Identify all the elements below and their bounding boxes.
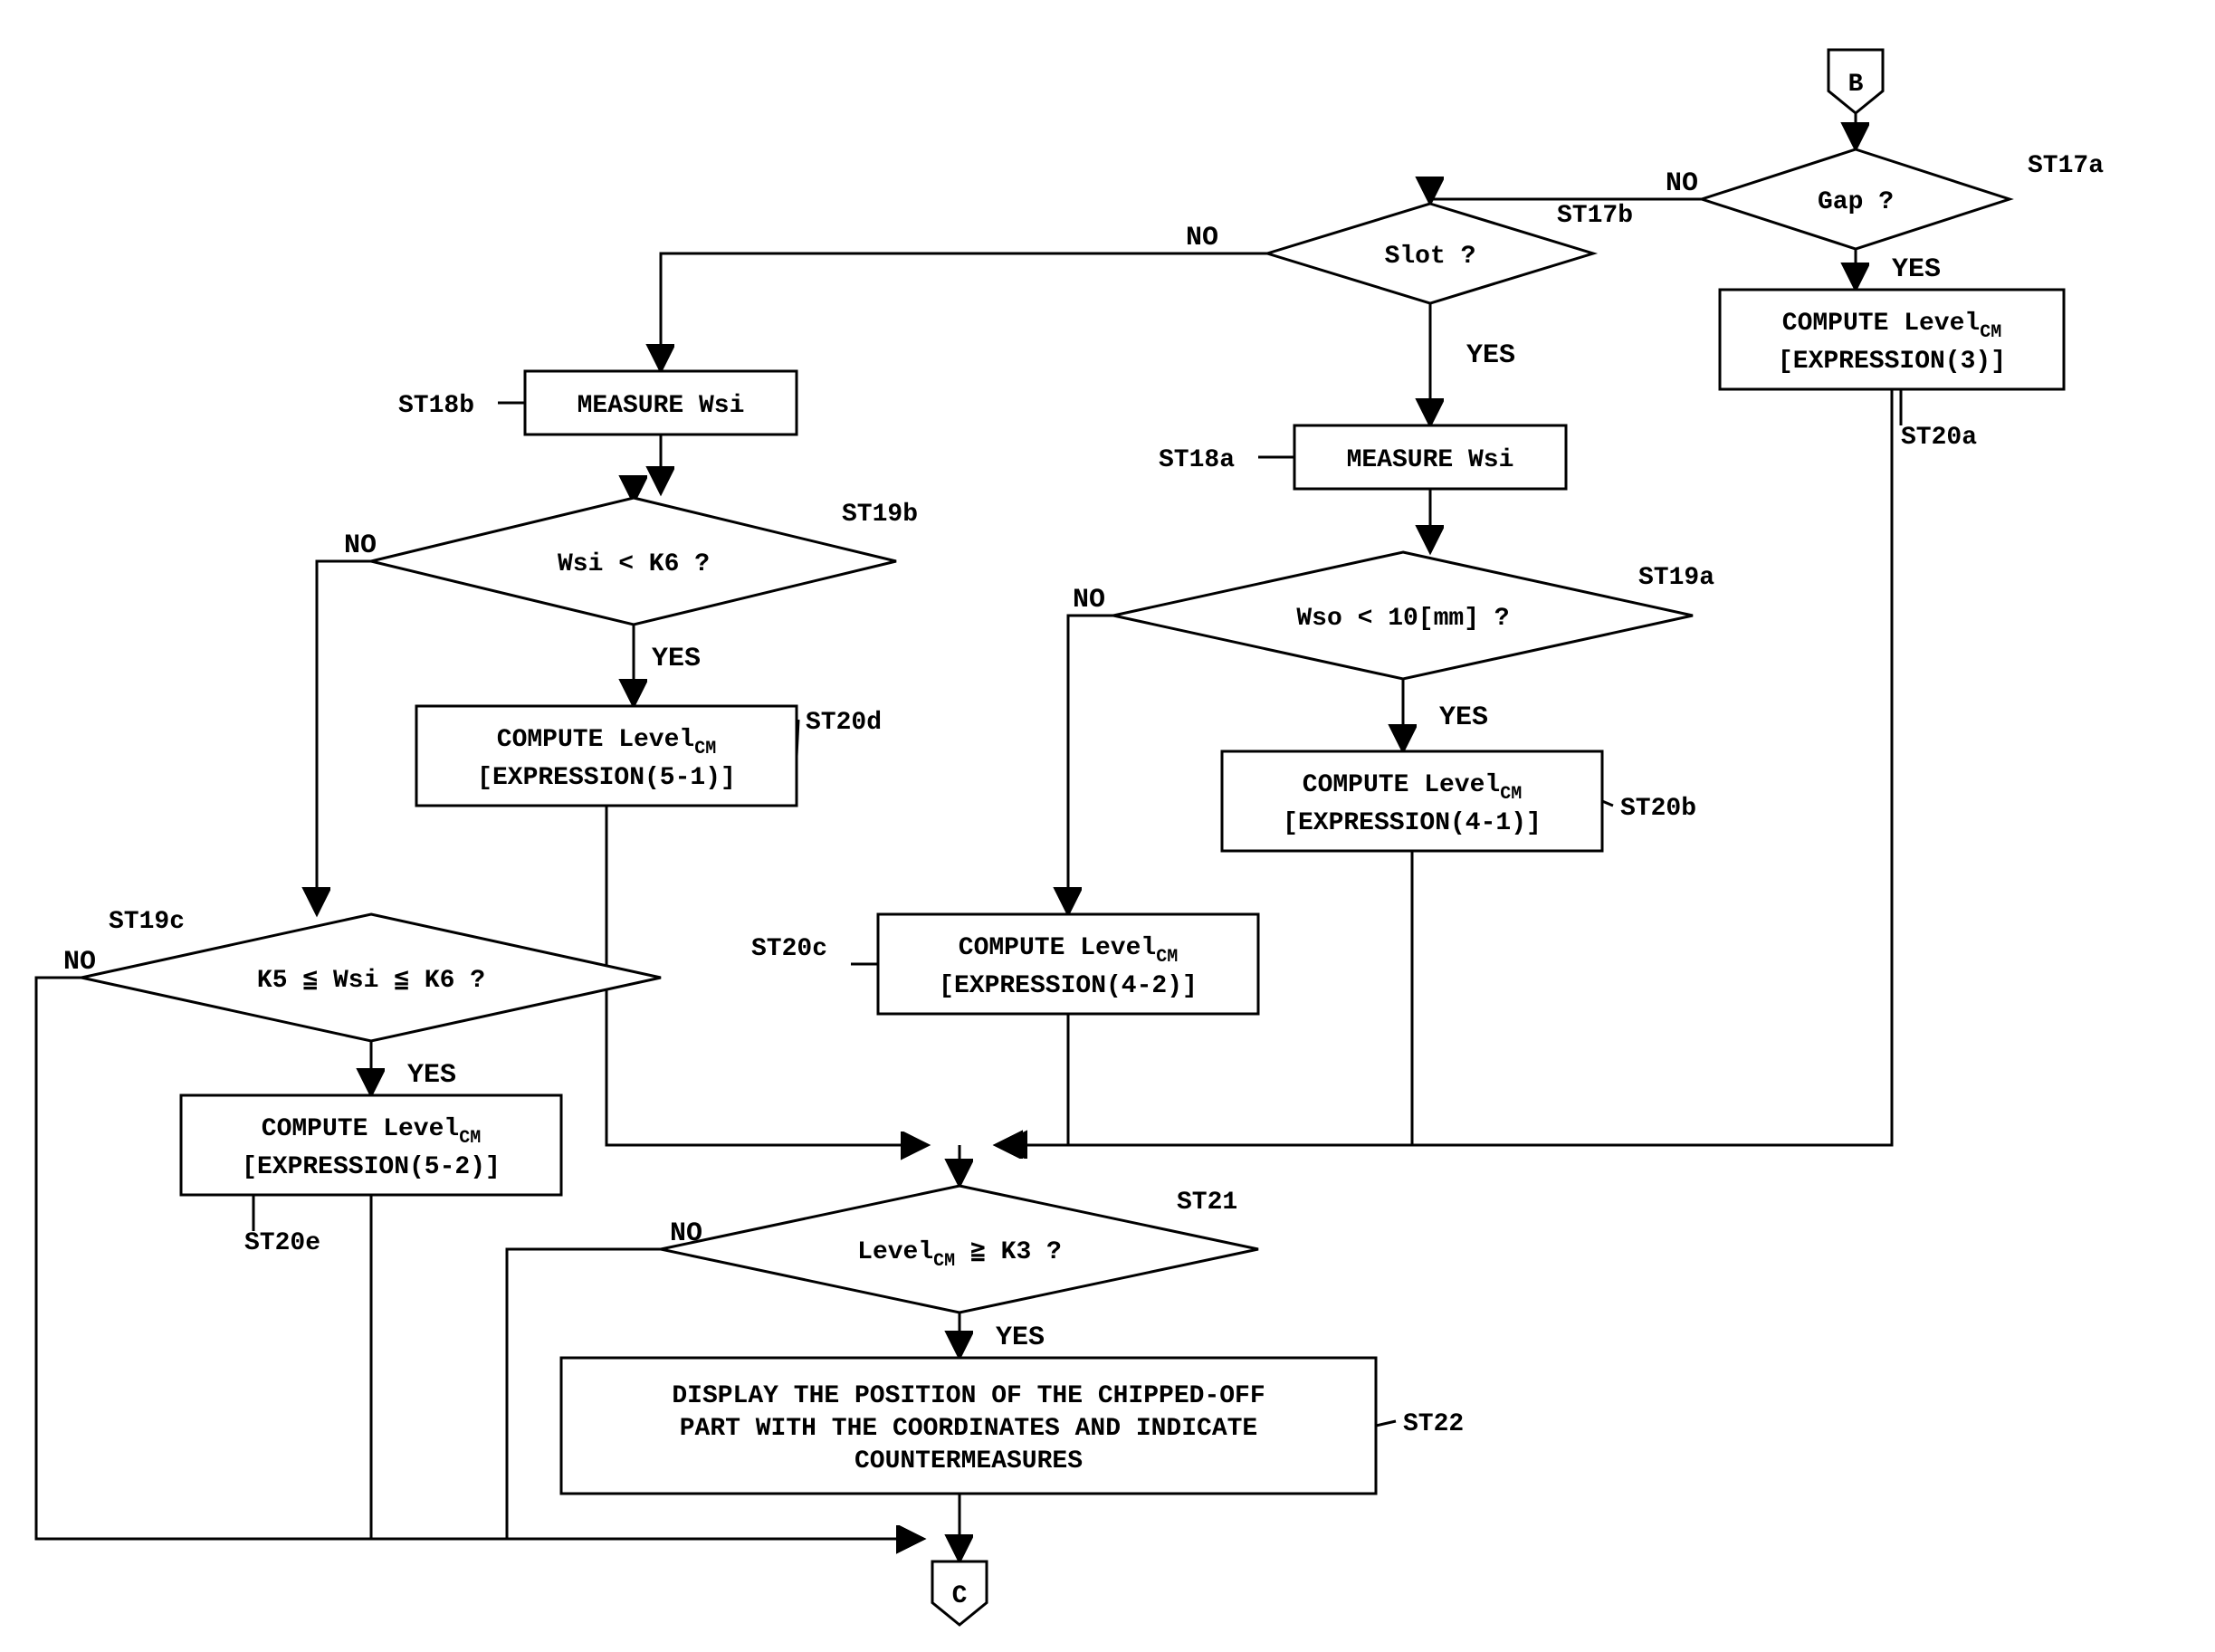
step-label: ST21 <box>1177 1189 1237 1217</box>
edge-label: YES <box>407 1060 456 1091</box>
edge-label: NO <box>1073 585 1105 616</box>
step-label: ST20d <box>806 709 882 737</box>
connector-label: C <box>952 1582 968 1610</box>
decision-text: K5 ≦ Wsi ≦ K6 ? <box>257 967 485 995</box>
edge <box>1068 616 1113 914</box>
process-text: MEASURE Wsi <box>578 392 745 420</box>
process-text: DISPLAY THE POSITION OF THE CHIPPED-OFF <box>672 1382 1265 1410</box>
label-leader <box>1376 1421 1396 1426</box>
step-label: ST20c <box>751 935 827 963</box>
process-text: [EXPRESSION(5-2)] <box>242 1153 501 1181</box>
decision-text: Wsi < K6 ? <box>558 550 710 578</box>
process-text: [EXPRESSION(3)] <box>1778 348 2006 376</box>
edge-label: YES <box>652 644 701 674</box>
step-label: ST19c <box>109 908 185 936</box>
step-label: ST17a <box>2028 152 2104 180</box>
edge <box>661 253 1267 371</box>
edge-label: NO <box>1186 223 1218 253</box>
process-text: PART WITH THE COORDINATES AND INDICATE <box>680 1415 1258 1443</box>
process-text: [EXPRESSION(4-2)] <box>939 972 1198 1000</box>
label-leader <box>797 720 798 756</box>
edge <box>1000 1014 1068 1145</box>
edge <box>317 561 371 914</box>
step-label: ST19b <box>842 501 918 529</box>
flowchart-canvas: YESNOYESNOYESNOYESNOYESNOYESNOBCGap ?ST1… <box>0 0 2215 1652</box>
edge-label: NO <box>63 947 96 978</box>
label-leader <box>1602 801 1613 806</box>
step-label: ST17b <box>1557 202 1633 230</box>
step-label: ST18a <box>1159 446 1235 474</box>
step-label: ST20b <box>1620 795 1696 823</box>
edge-label: YES <box>1439 702 1488 733</box>
step-label: ST20a <box>1901 424 1977 452</box>
step-label: ST19a <box>1638 564 1714 592</box>
edge-label: NO <box>1666 168 1698 199</box>
process-text: [EXPRESSION(4-1)] <box>1283 809 1542 837</box>
process-text: MEASURE Wsi <box>1347 446 1514 474</box>
process-text: COUNTERMEASURES <box>854 1447 1083 1475</box>
process-text: [EXPRESSION(5-1)] <box>477 764 736 792</box>
connector-label: B <box>1848 71 1864 99</box>
decision-text: Wso < 10[mm] ? <box>1296 605 1509 633</box>
step-label: ST18b <box>398 392 474 420</box>
step-label: ST20e <box>244 1229 320 1257</box>
decision-text: Slot ? <box>1385 243 1476 271</box>
edge-label: YES <box>1466 340 1515 371</box>
edge-label: NO <box>344 530 377 561</box>
decision-text: Gap ? <box>1818 188 1894 216</box>
edge-label: YES <box>996 1323 1045 1353</box>
edge-label: YES <box>1892 254 1941 285</box>
step-label: ST22 <box>1403 1410 1464 1438</box>
